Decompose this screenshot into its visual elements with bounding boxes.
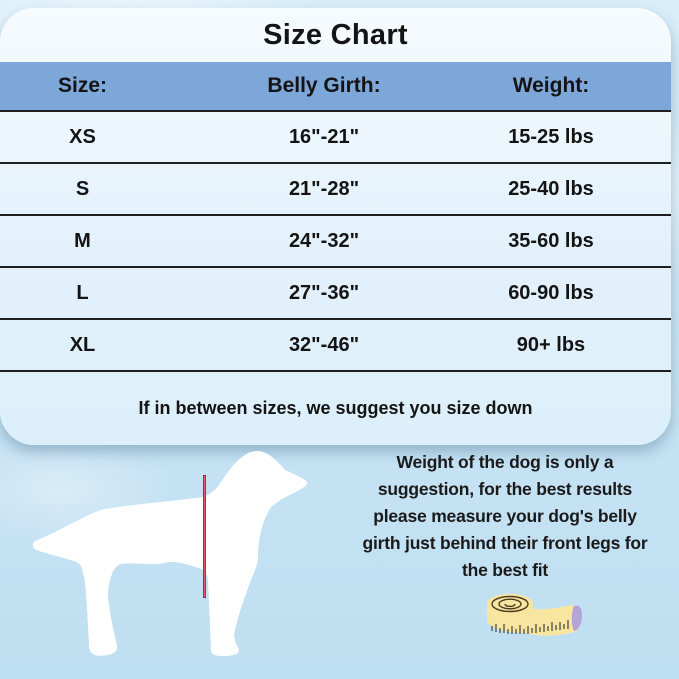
page-title: Size Chart: [263, 18, 408, 51]
weight-value: 15-25 lbs: [508, 125, 594, 148]
table-row-m: M 24"-32" 35-60 lbs: [0, 214, 671, 266]
column-header-size: Size:: [57, 74, 107, 97]
weight-value: 35-60 lbs: [508, 229, 594, 252]
column-header-belly-girth: Belly Girth:: [267, 74, 381, 97]
size-value: S: [75, 177, 90, 200]
sizing-note: If in between sizes, we suggest you size…: [0, 370, 671, 445]
dog-silhouette-icon: [32, 451, 308, 657]
table-row-xl: XL 32"-46" 90+ lbs: [0, 318, 671, 370]
belly-girth-value: 24"-32": [288, 229, 360, 252]
column-header-weight: Weight:: [512, 74, 590, 97]
belly-girth-value: 27"-36": [288, 281, 360, 304]
weight-value: 25-40 lbs: [508, 177, 594, 200]
weight-value: 60-90 lbs: [508, 281, 594, 304]
size-value: M: [74, 229, 91, 252]
belly-girth-value: 16"-21": [288, 125, 360, 148]
table-row-s: S 21"-28" 25-40 lbs: [0, 162, 671, 214]
size-value: L: [76, 281, 89, 304]
measuring-tape-icon: [487, 594, 582, 636]
size-value: XS: [69, 125, 96, 148]
table-header-row: Size: Belly Girth: Weight:: [0, 62, 671, 110]
weight-value: 90+ lbs: [516, 333, 586, 356]
measurement-tip: Weight of the dog is only a suggestion, …: [362, 452, 648, 580]
belly-girth-value: 21"-28": [288, 177, 360, 200]
belly-girth-value: 32"-46": [288, 333, 360, 356]
table-row-l: L 27"-36" 60-90 lbs: [0, 266, 671, 318]
size-chart-panel: Size Chart Size: Belly Girth: Weight: XS…: [0, 8, 671, 445]
table-row-xs: XS 16"-21" 15-25 lbs: [0, 110, 671, 162]
size-value: XL: [69, 333, 96, 356]
size-table-body: XS 16"-21" 15-25 lbs S 21"-28" 25-40 lbs…: [0, 110, 671, 445]
